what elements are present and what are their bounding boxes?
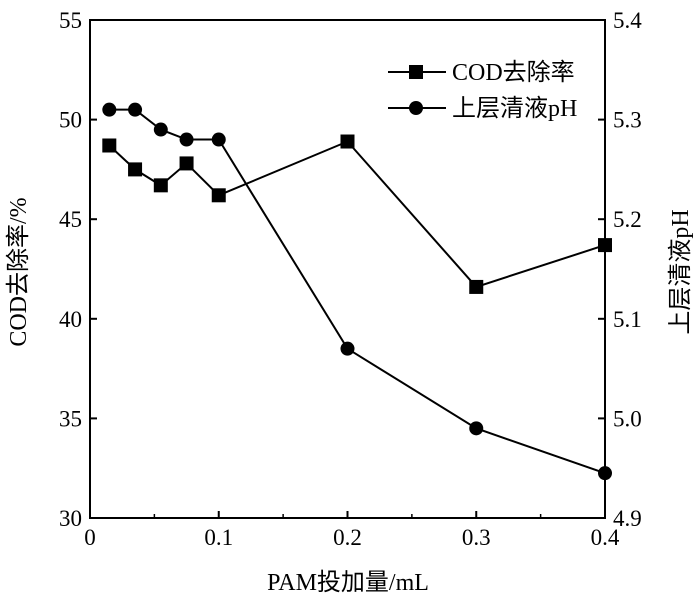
y-right-tick-label: 5.4 [613,8,642,33]
y-right-tick-label: 4.9 [613,506,642,531]
data-point [469,421,484,436]
axes [89,19,606,519]
data-point [153,178,168,193]
plot-frame [89,19,606,519]
legend-label: COD去除率 [452,59,575,86]
data-point [179,156,194,171]
data-point [128,102,143,117]
data-point [153,122,168,137]
y-right-tick-label: 5.0 [613,406,642,431]
ticks: 0 0.1 0.2 0.3 0.4 30 35 40 45 50 55 4.9 5.0 5.1 5.2 5.3… [59,8,642,550]
data-point [340,134,355,149]
legend-entry: COD去除率 [388,59,575,86]
y-left-tick-label: 35 [59,406,82,431]
data-point [211,132,226,147]
x-tick-label: 0.1 [204,525,233,550]
y-left-tick-label: 45 [59,207,82,232]
y-left-tick-label: 30 [59,506,82,531]
data-point [102,138,117,153]
data-point [469,279,484,294]
y-axis-left-label: COD去除率/% [5,197,32,346]
legend-entry: 上层清液pH [388,95,577,122]
x-tick-label: 0.3 [462,525,491,550]
x-axis-label: PAM投加量/mL [267,569,429,596]
legend-label: 上层清液pH [452,95,577,122]
series-1 [102,134,612,294]
x-tick-label: 0 [84,525,96,550]
y-left-tick-label: 50 [59,108,82,133]
data-point [128,162,143,177]
y-right-tick-label: 5.3 [613,108,642,133]
data-point [598,238,612,253]
data-point [179,132,194,147]
x-tick-label: 0.2 [333,525,362,550]
data-point [598,466,612,481]
y-axis-right-label: 上层清液pH [667,209,694,334]
data-point [340,341,355,356]
legend-marker [409,65,423,79]
y-left-tick-label: 55 [59,8,82,33]
y-right-tick-label: 5.1 [613,307,642,332]
legend-marker [409,101,423,115]
x-tick-label: 0.4 [591,525,620,550]
series-2 [102,102,612,481]
y-left-tick-label: 40 [59,307,82,332]
data-point [211,188,226,203]
y-right-tick-label: 5.2 [613,207,642,232]
series [102,102,612,481]
data-point [102,102,117,117]
